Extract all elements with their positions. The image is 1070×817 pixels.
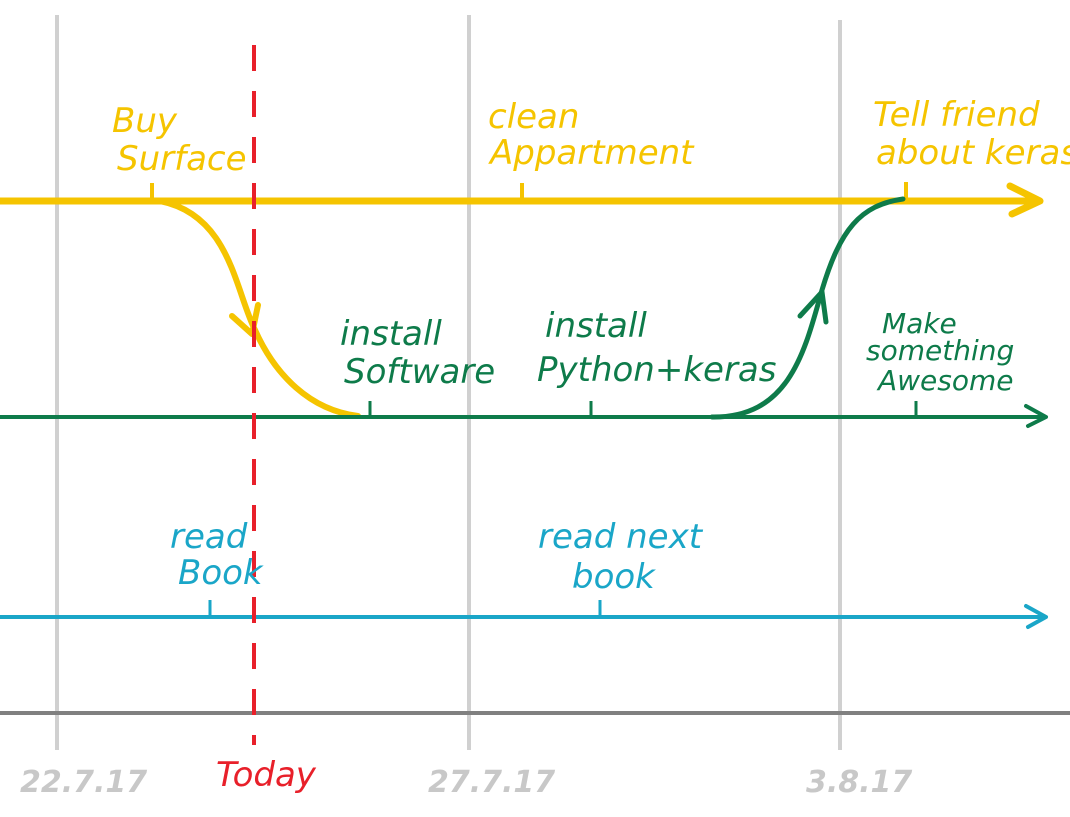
- green-track-arrowhead: [1024, 404, 1048, 428]
- yellow-event-3-label: Tell friend about keras: [873, 95, 1070, 173]
- green-event-2-line-1: install: [545, 306, 647, 346]
- green-event-1-label: install Software: [340, 314, 495, 392]
- blue-event-2-line-1: read next: [538, 517, 704, 557]
- green-event-3-line-1: Make: [882, 307, 957, 340]
- blue-event-2-label: read next book: [538, 517, 713, 597]
- yellow-event-1-line-1: Buy: [112, 101, 178, 141]
- blue-event-1-line-2: Book: [178, 553, 264, 593]
- green-event-1-line-1: install: [340, 314, 442, 354]
- blue-event-1-line-1: read: [170, 517, 248, 557]
- blue-event-1-label: read Book: [170, 517, 264, 593]
- green-event-3-line-2: something: [866, 334, 1014, 367]
- yellow-event-2-line-2: Appartment: [488, 133, 695, 173]
- blue-event-2-line-2: book: [572, 557, 656, 597]
- yellow-track-arrowhead: [1006, 182, 1044, 218]
- yellow-event-2-line-1: clean: [488, 97, 579, 137]
- today-label: Today: [216, 755, 317, 795]
- green-transition-arrowhead: [797, 289, 829, 325]
- green-event-3-label: Make something Awesome: [866, 307, 1023, 397]
- yellow-event-2-label: clean Appartment: [488, 97, 695, 173]
- yellow-event-1-line-2: Surface: [117, 139, 247, 179]
- date-label-3: 3.8.17: [806, 765, 912, 800]
- date-label-2: 27.7.17: [428, 765, 555, 800]
- yellow-event-1-label: Buy Surface: [112, 101, 247, 179]
- green-event-3-line-3: Awesome: [876, 364, 1014, 397]
- green-event-1-line-2: Software: [344, 352, 495, 392]
- green-event-2-line-2: Python+keras: [537, 350, 776, 390]
- yellow-event-3-line-1: Tell friend: [873, 95, 1040, 135]
- date-label-1: 22.7.17: [20, 765, 147, 800]
- blue-track-arrowhead: [1024, 604, 1048, 629]
- yellow-event-3-line-2: about keras: [876, 133, 1070, 173]
- green-event-2-label: install Python+keras: [537, 306, 776, 390]
